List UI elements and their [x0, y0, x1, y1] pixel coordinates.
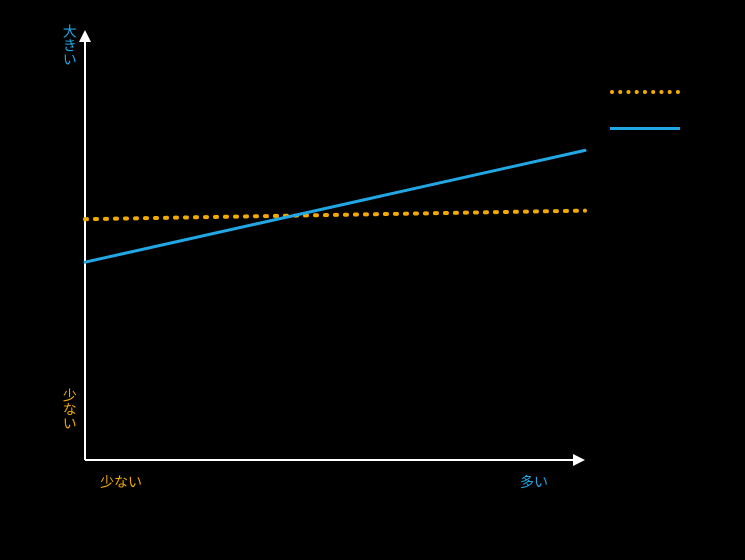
chart-container: { "canvas": { "width": 745, "height": 56… — [0, 0, 745, 560]
series-solid — [85, 150, 585, 262]
x-axis-label-left: 少ない — [100, 472, 142, 492]
y-axis-label-top: 大きい — [62, 24, 77, 66]
legend — [610, 82, 688, 154]
x-axis-arrow — [573, 454, 585, 466]
series-dotted — [85, 211, 585, 220]
legend-item-solid — [610, 118, 688, 138]
x-axis-label-right: 多い — [520, 472, 548, 492]
legend-swatch-solid — [610, 127, 680, 130]
y-axis-label-bottom: 少ない — [62, 388, 77, 430]
legend-swatch-dotted — [610, 90, 680, 94]
legend-item-dotted — [610, 82, 688, 102]
y-axis-arrow — [79, 30, 91, 42]
